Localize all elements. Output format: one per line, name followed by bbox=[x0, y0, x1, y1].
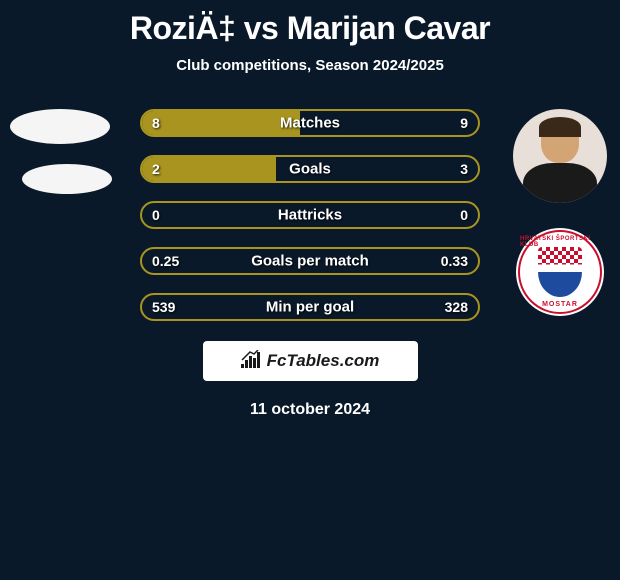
left-player-avatar bbox=[10, 109, 110, 144]
left-club-badge bbox=[22, 164, 112, 194]
stat-bar-row: 0 Hattricks 0 bbox=[140, 201, 480, 229]
bar-label: Min per goal bbox=[266, 299, 354, 316]
bar-value-right: 9 bbox=[460, 115, 468, 131]
bar-label: Goals per match bbox=[251, 253, 369, 270]
bar-label: Goals bbox=[289, 161, 331, 178]
chart-icon bbox=[241, 350, 263, 373]
stat-bars: 8 Matches 9 2 Goals 3 0 Hattricks 0 0.25 Goals per… bbox=[140, 109, 480, 321]
right-player-avatar bbox=[513, 109, 607, 203]
bar-label: Matches bbox=[280, 115, 340, 132]
stat-bar-row: 2 Goals 3 bbox=[140, 155, 480, 183]
bar-value-left: 2 bbox=[152, 161, 160, 177]
date: 11 october 2024 bbox=[0, 401, 620, 419]
page-title: RoziÄ‡ vs Marijan Cavar bbox=[0, 0, 620, 47]
right-club-badge: HRVATSKI ŠPORTSKI KLUB MOSTAR bbox=[516, 228, 604, 316]
bar-value-left: 0 bbox=[152, 207, 160, 223]
brand-text: FcTables.com bbox=[267, 351, 380, 371]
stat-bar-row: 0.25 Goals per match 0.33 bbox=[140, 247, 480, 275]
bar-label: Hattricks bbox=[278, 207, 342, 224]
stat-bar-row: 539 Min per goal 328 bbox=[140, 293, 480, 321]
stat-bar-row: 8 Matches 9 bbox=[140, 109, 480, 137]
left-player-avatars bbox=[10, 109, 110, 194]
bar-fill-left bbox=[142, 111, 300, 135]
bar-value-right: 0 bbox=[460, 207, 468, 223]
bar-value-left: 539 bbox=[152, 299, 175, 315]
bar-value-right: 3 bbox=[460, 161, 468, 177]
bar-value-right: 328 bbox=[445, 299, 468, 315]
bar-value-left: 8 bbox=[152, 115, 160, 131]
comparison-content: HRVATSKI ŠPORTSKI KLUB MOSTAR 8 Matches 9 2… bbox=[0, 109, 620, 419]
bar-fill-left bbox=[142, 157, 276, 181]
right-player-avatars: HRVATSKI ŠPORTSKI KLUB MOSTAR bbox=[510, 109, 610, 316]
subtitle: Club competitions, Season 2024/2025 bbox=[0, 57, 620, 74]
bar-value-right: 0.33 bbox=[441, 253, 468, 269]
badge-text-bottom: MOSTAR bbox=[542, 301, 578, 308]
bar-value-left: 0.25 bbox=[152, 253, 179, 269]
brand-box: FcTables.com bbox=[203, 341, 418, 381]
